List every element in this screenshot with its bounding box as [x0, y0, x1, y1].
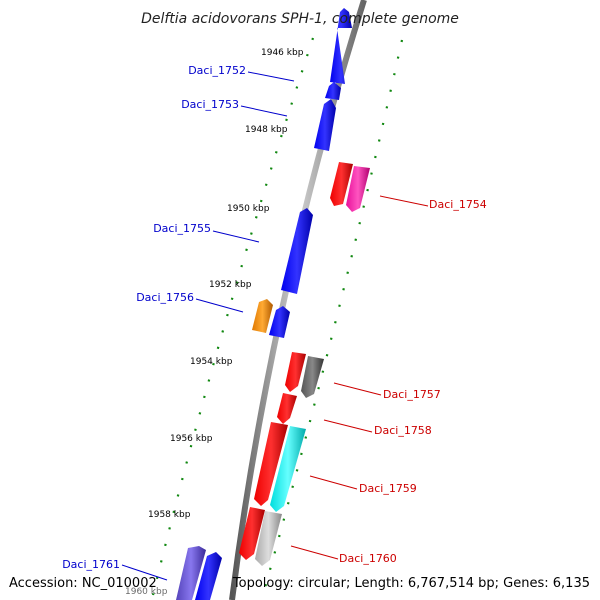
gene-arrow-daci-1758[interactable] [277, 393, 297, 424]
gene-label-daci-1761[interactable]: Daci_1761 [62, 558, 120, 571]
gene-arrow-daci-1754-red[interactable] [330, 162, 353, 206]
gene-arrow-daci-1759-red[interactable] [254, 422, 288, 506]
gene-label-daci-1753[interactable]: Daci_1753 [181, 98, 239, 111]
tick-label-1960: 1960 kbp [125, 587, 168, 597]
gene-arrow-top[interactable] [330, 8, 352, 84]
gene-label-daci-1756[interactable]: Daci_1756 [136, 291, 194, 304]
tick-label-1952: 1952 kbp [209, 280, 252, 290]
gene-label-daci-1755[interactable]: Daci_1755 [153, 222, 211, 235]
genome-backbone [229, 0, 367, 600]
gene-arrow-daci-1756-blue[interactable] [269, 306, 290, 338]
tick-label-1946: 1946 kbp [261, 48, 304, 58]
gene-arrow-daci-1760-light[interactable] [255, 511, 282, 566]
tick-label-1956: 1956 kbp [170, 434, 213, 444]
gene-arrow-daci-1757-red[interactable] [285, 352, 306, 392]
gene-arrow-daci-1759-cyan[interactable] [270, 426, 306, 512]
gene-arrow-daci-1760-red[interactable] [239, 507, 265, 560]
gene-label-daci-1754[interactable]: Daci_1754 [429, 198, 487, 211]
tick-label-1948: 1948 kbp [245, 125, 288, 135]
gene-arrow-daci-1752[interactable] [325, 82, 341, 100]
forward-strand-genes [239, 162, 370, 566]
gene-arrow-daci-1756-orange[interactable] [252, 299, 273, 333]
accession-text: Accession: NC_010002 [9, 576, 157, 591]
topology-text: Topology: circular; Length: 6,767,514 bp… [232, 576, 590, 591]
gene-arrow-daci-1753[interactable] [314, 99, 336, 151]
gene-arrow-daci-1754-pink[interactable] [346, 166, 370, 212]
tick-label-1950: 1950 kbp [227, 204, 270, 214]
reverse-strand-genes [176, 8, 352, 600]
tick-label-1958: 1958 kbp [148, 510, 191, 520]
gene-arrow-daci-1761-blue[interactable] [195, 552, 222, 600]
gene-arrow-daci-1757-dark[interactable] [301, 356, 324, 398]
gene-arrow-daci-1755[interactable] [281, 208, 313, 294]
gene-label-daci-1758[interactable]: Daci_1758 [374, 424, 432, 437]
gene-label-daci-1752[interactable]: Daci_1752 [188, 64, 246, 77]
map-title: Delftia acidovorans SPH-1, complete geno… [141, 11, 459, 27]
leader-lines [121, 71, 429, 581]
gene-label-daci-1760[interactable]: Daci_1760 [339, 552, 397, 565]
gene-label-daci-1757[interactable]: Daci_1757 [383, 388, 441, 401]
tick-label-1954: 1954 kbp [190, 357, 233, 367]
gene-label-daci-1759[interactable]: Daci_1759 [359, 482, 417, 495]
gene-arrow-daci-1761-purple[interactable] [176, 546, 206, 600]
